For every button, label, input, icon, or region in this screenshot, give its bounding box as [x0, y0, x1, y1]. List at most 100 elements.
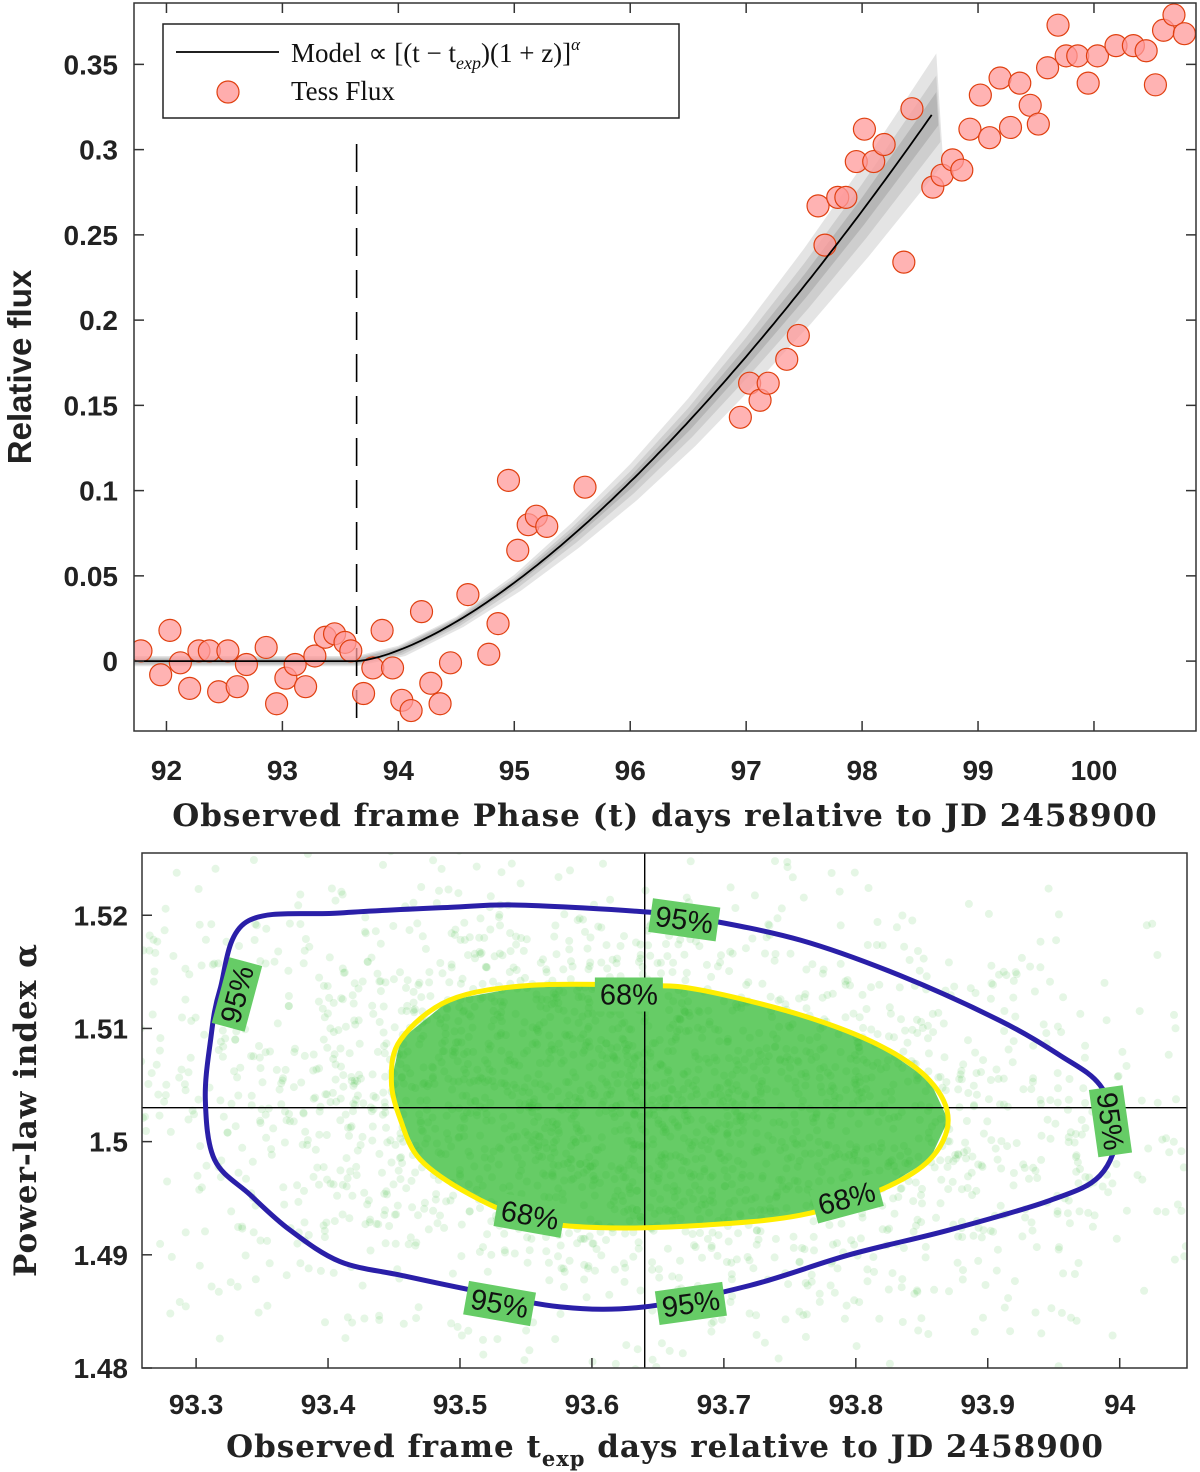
- mcmc-sample: [563, 1097, 572, 1106]
- mcmc-sample: [924, 1106, 933, 1115]
- mcmc-sample: [476, 1131, 485, 1140]
- mcmc-sample: [444, 885, 453, 894]
- mcmc-sample: [402, 1064, 411, 1073]
- mcmc-sample: [954, 1151, 963, 1159]
- x-tick-label: 93.9: [961, 1389, 1016, 1420]
- model-uncertainty-band: [134, 53, 944, 667]
- mcmc-sample: [728, 1165, 737, 1173]
- mcmc-sample: [516, 879, 525, 888]
- mcmc-sample: [163, 1177, 172, 1186]
- mcmc-sample: [266, 1047, 274, 1056]
- mcmc-sample: [886, 1157, 895, 1166]
- mcmc-sample: [652, 1063, 661, 1072]
- mcmc-sample: [60, 990, 68, 998]
- mcmc-sample: [275, 1085, 284, 1094]
- mcmc-sample: [599, 1097, 608, 1106]
- flux-point: [225, 675, 249, 699]
- mcmc-sample: [666, 1132, 675, 1141]
- mcmc-sample: [665, 1006, 674, 1015]
- mcmc-sample: [649, 1189, 658, 1197]
- mcmc-sample: [591, 1145, 600, 1154]
- mcmc-sample: [656, 958, 665, 967]
- mcmc-sample: [562, 1149, 571, 1158]
- mcmc-sample: [695, 1008, 704, 1017]
- mcmc-sample: [403, 1047, 412, 1056]
- mcmc-sample: [1030, 987, 1039, 996]
- mcmc-sample: [539, 1018, 548, 1027]
- mcmc-sample: [677, 999, 686, 1008]
- mcmc-sample: [1059, 1269, 1068, 1278]
- mcmc-sample: [202, 1161, 211, 1170]
- contour-label: 95%: [660, 1285, 722, 1325]
- mcmc-sample: [455, 1003, 464, 1012]
- mcmc-sample: [368, 1136, 377, 1145]
- flux-point: [178, 676, 202, 700]
- mcmc-sample: [624, 1040, 633, 1049]
- mcmc-sample: [867, 1025, 876, 1034]
- mcmc-sample: [285, 919, 294, 928]
- mcmc-sample: [666, 1171, 675, 1180]
- mcmc-sample: [184, 1068, 193, 1077]
- contour-label: 95%: [653, 901, 715, 941]
- mcmc-sample: [752, 1330, 761, 1339]
- mcmc-sample: [448, 1047, 457, 1056]
- mcmc-sample: [1076, 1165, 1084, 1173]
- mcmc-sample: [666, 1076, 675, 1085]
- mcmc-sample: [487, 1217, 496, 1226]
- mcmc-sample: [682, 1117, 691, 1125]
- mcmc-sample: [878, 1225, 887, 1234]
- mcmc-sample: [481, 1056, 489, 1065]
- mcmc-sample: [386, 1136, 395, 1145]
- contour-label-bg: [648, 898, 721, 942]
- mcmc-sample: [668, 968, 677, 977]
- flux-point: [409, 600, 434, 624]
- mcmc-sample: [547, 1092, 556, 1101]
- mcmc-sample: [813, 1033, 822, 1042]
- mcmc-sample: [550, 1045, 559, 1054]
- mcmc-sample: [518, 1087, 527, 1096]
- mcmc-sample: [315, 1180, 323, 1189]
- mcmc-sample: [829, 1084, 838, 1093]
- mcmc-sample: [251, 920, 260, 928]
- mcmc-sample: [887, 1095, 896, 1104]
- mcmc-sample: [1027, 1085, 1036, 1094]
- mcmc-sample: [694, 1055, 703, 1064]
- mcmc-sample: [727, 1270, 736, 1279]
- mcmc-sample: [959, 1060, 968, 1069]
- mcmc-sample: [563, 1159, 572, 1167]
- mcmc-sample: [460, 918, 469, 927]
- mcmc-sample: [282, 1116, 291, 1125]
- mcmc-sample: [1153, 951, 1162, 959]
- mcmc-sample: [454, 1038, 462, 1046]
- mcmc-sample: [969, 1081, 978, 1090]
- mcmc-sample: [630, 1161, 639, 1170]
- mcmc-sample: [300, 1051, 309, 1060]
- mcmc-sample: [433, 1219, 442, 1228]
- mcmc-sample: [396, 1154, 404, 1162]
- mcmc-sample: [625, 1072, 634, 1081]
- mcmc-sample: [554, 998, 563, 1007]
- mcmc-sample: [723, 1034, 732, 1043]
- mcmc-sample: [711, 1025, 720, 1034]
- mcmc-sample: [772, 1034, 781, 1043]
- mcmc-sample: [899, 1141, 908, 1150]
- mcmc-sample: [351, 1020, 360, 1029]
- mcmc-sample: [618, 1034, 627, 1043]
- mcmc-sample: [749, 1111, 758, 1120]
- mcmc-sample: [617, 1191, 626, 1200]
- mcmc-sample: [824, 1141, 833, 1149]
- mcmc-sample: [736, 1211, 745, 1220]
- mcmc-sample: [464, 1010, 473, 1019]
- mcmc-sample: [460, 1114, 469, 1123]
- mcmc-sample: [784, 1021, 793, 1030]
- mcmc-sample: [619, 1173, 628, 1182]
- mcmc-sample: [261, 959, 270, 968]
- mcmc-sample: [416, 1034, 425, 1043]
- mcmc-sample: [657, 1151, 666, 1160]
- mcmc-sample: [913, 1286, 921, 1295]
- mcmc-sample: [783, 1154, 792, 1163]
- mcmc-sample: [542, 965, 551, 974]
- mcmc-sample: [630, 1140, 639, 1149]
- mcmc-sample: [945, 1137, 954, 1146]
- mcmc-sample: [915, 966, 924, 975]
